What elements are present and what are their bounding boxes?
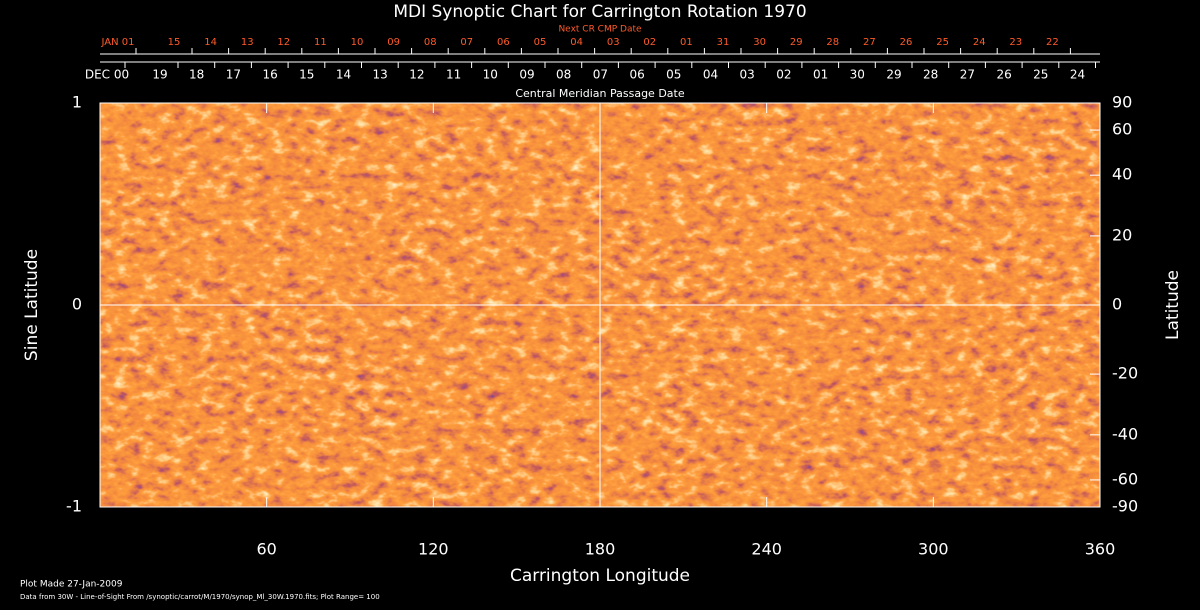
y2-tick-label: -20 [1112, 364, 1138, 383]
chart-title: MDI Synoptic Chart for Carrington Rotati… [393, 2, 806, 22]
x-tick-label: 180 [585, 540, 616, 559]
cmp-date-label: 16 [262, 68, 277, 82]
date-axis-title: Central Meridian Passage Date [515, 87, 684, 100]
y-axis-label: Sine Latitude [22, 249, 42, 361]
top-date-label: 04 [570, 37, 583, 48]
x-tick-label: 60 [256, 540, 276, 559]
x-tick-label: 240 [751, 540, 782, 559]
y2-axis-label: Latitude [1163, 270, 1183, 340]
top-date-label: 27 [863, 37, 876, 48]
top-date-label: 22 [1046, 37, 1059, 48]
top-date-label: 01 [680, 37, 693, 48]
top-date-label: JAN 01 [101, 37, 135, 48]
cmp-date-label: 19 [152, 68, 167, 82]
top-date-label: 26 [900, 37, 913, 48]
y2-tick-label: 60 [1112, 120, 1132, 139]
y-tick-label: 0 [72, 295, 82, 314]
cmp-date-label: 01 [813, 68, 828, 82]
y2-tick-label: -40 [1112, 424, 1138, 443]
top-date-label: 13 [241, 37, 254, 48]
top-date-label: 02 [643, 37, 656, 48]
top-axis-title: Next CR CMP Date [558, 25, 642, 35]
top-date-label: 29 [790, 37, 803, 48]
x-axis-label: Carrington Longitude [510, 566, 690, 586]
cmp-date-label: 10 [483, 68, 498, 82]
x-tick-label: 300 [918, 540, 949, 559]
top-date-label: 28 [826, 37, 839, 48]
top-date-label: 09 [387, 37, 400, 48]
cmp-date-label: 15 [299, 68, 314, 82]
top-date-label: 10 [351, 37, 364, 48]
top-date-label: 03 [607, 37, 620, 48]
top-date-label: 07 [460, 37, 473, 48]
top-date-label: 24 [973, 37, 986, 48]
cmp-date-label: 24 [1070, 68, 1085, 82]
cmp-date-label: 29 [886, 68, 901, 82]
cmp-date-label: 14 [336, 68, 351, 82]
cmp-date-label: 03 [740, 68, 755, 82]
cmp-date-label: 08 [556, 68, 571, 82]
cmp-date-label: 12 [409, 68, 424, 82]
y2-tick-label: 0 [1112, 295, 1122, 314]
x-tick-label: 360 [1085, 540, 1116, 559]
cmp-date-label: 27 [960, 68, 975, 82]
top-date-label: 23 [1009, 37, 1022, 48]
cmp-date-label: 07 [593, 68, 608, 82]
cmp-date-label: 30 [850, 68, 865, 82]
footnote: Plot Made 27-Jan-2009 [20, 580, 123, 590]
cmp-date-label: 18 [189, 68, 204, 82]
cmp-date-label: DEC 00 [85, 68, 129, 82]
top-date-label: 08 [424, 37, 437, 48]
y2-tick-label: 40 [1112, 165, 1132, 184]
y2-tick-label: -90 [1112, 497, 1138, 516]
y2-tick-label: 90 [1112, 93, 1132, 112]
cmp-date-label: 05 [666, 68, 681, 82]
cmp-date-label: 26 [996, 68, 1011, 82]
y2-tick-label: 20 [1112, 225, 1132, 244]
cmp-date-label: 04 [703, 68, 718, 82]
top-date-label: 15 [168, 37, 181, 48]
cmp-date-label: 02 [776, 68, 791, 82]
y2-tick-label: -60 [1112, 469, 1138, 488]
cmp-date-label: 13 [373, 68, 388, 82]
top-date-label: 11 [314, 37, 327, 48]
cmp-date-label: 09 [519, 68, 534, 82]
cmp-date-label: 11 [446, 68, 461, 82]
footnote: Data from 30W - Line-of-Sight From /syno… [20, 593, 380, 601]
cmp-date-label: 25 [1033, 68, 1048, 82]
top-date-label: 31 [717, 37, 730, 48]
x-tick-label: 120 [418, 540, 449, 559]
cmp-date-label: 06 [629, 68, 644, 82]
y-tick-label: 1 [72, 93, 82, 112]
cmp-date-label: 28 [923, 68, 938, 82]
y-tick-label: -1 [66, 497, 82, 516]
top-date-label: 06 [497, 37, 510, 48]
top-date-label: 30 [753, 37, 766, 48]
top-date-label: 14 [204, 37, 217, 48]
top-date-label: 12 [277, 37, 290, 48]
top-date-label: 05 [534, 37, 547, 48]
top-date-label: 25 [936, 37, 949, 48]
cmp-date-label: 17 [226, 68, 241, 82]
